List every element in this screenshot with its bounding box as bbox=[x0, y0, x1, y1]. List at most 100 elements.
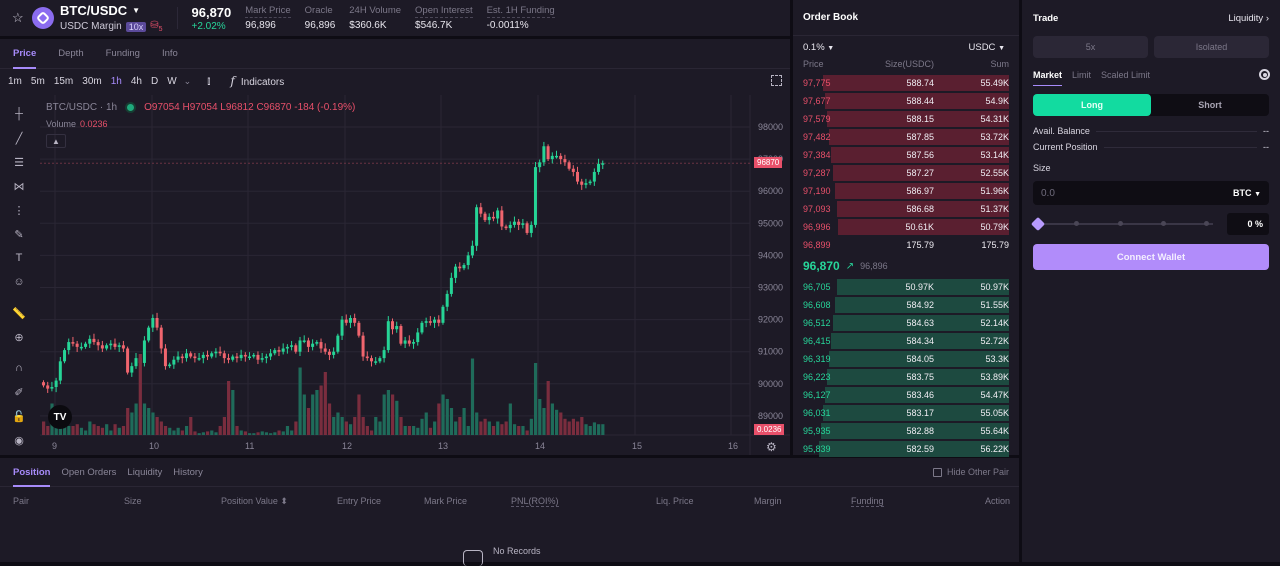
fullscreen-icon[interactable] bbox=[771, 75, 782, 86]
prediction-icon[interactable]: ⋮ bbox=[13, 204, 25, 217]
size-input[interactable] bbox=[1041, 187, 1161, 199]
ask-row[interactable]: 96,996 50.61K 50.79K bbox=[793, 218, 1019, 236]
bid-row[interactable]: 96,127 583.46 54.47K bbox=[793, 386, 1019, 404]
bid-row[interactable]: 96,223 583.75 53.89K bbox=[793, 368, 1019, 386]
slider-thumb[interactable] bbox=[1030, 216, 1046, 232]
bid-row[interactable]: 96,031 583.17 55.05K bbox=[793, 404, 1019, 422]
lock-icon[interactable]: 🔓 bbox=[12, 410, 26, 423]
bid-row[interactable]: 96,512 584.63 52.14K bbox=[793, 314, 1019, 332]
leverage-button[interactable]: 5x bbox=[1033, 36, 1148, 58]
timeframe-15m[interactable]: 15m bbox=[53, 75, 74, 87]
chart-tabs: Price Depth Funding Info bbox=[0, 39, 790, 69]
tab-depth[interactable]: Depth bbox=[58, 48, 84, 59]
empty-state: No Records bbox=[463, 546, 541, 566]
column-action: Action bbox=[985, 496, 1011, 506]
pair-selector[interactable]: BTC/USDC ▼ USDC Margin 10x ⛁5 bbox=[60, 3, 163, 33]
size-slider[interactable] bbox=[1030, 216, 1217, 232]
tradingview-logo[interactable]: TV bbox=[48, 405, 72, 429]
star-icon[interactable]: ☆ bbox=[12, 10, 24, 25]
bid-row[interactable]: 96,705 50.97K 50.97K bbox=[793, 278, 1019, 296]
column-pnl-roi-[interactable]: PNL(ROI%) bbox=[511, 496, 559, 507]
connect-wallet-button[interactable]: Connect Wallet bbox=[1033, 244, 1269, 270]
unit-select[interactable]: USDC ▼ bbox=[968, 42, 1006, 53]
precision-select[interactable]: 0.1% ▼ bbox=[803, 42, 835, 53]
ask-row[interactable]: 97,384 587.56 53.14K bbox=[793, 146, 1019, 164]
collapse-legend-button[interactable]: ▲ bbox=[46, 134, 66, 148]
indicators-button[interactable]: f Indicators bbox=[230, 74, 285, 88]
ask-row[interactable]: 96,899 175.79 175.79 bbox=[803, 240, 1009, 250]
bid-row[interactable]: 96,415 584.34 52.72K bbox=[793, 332, 1019, 350]
tab-info[interactable]: Info bbox=[161, 48, 178, 59]
order-type-market[interactable]: Market bbox=[1033, 60, 1063, 90]
bid-row[interactable]: 96,608 584.92 51.55K bbox=[793, 296, 1019, 314]
zoom-in-icon[interactable]: ⊕ bbox=[14, 331, 24, 344]
bid-row[interactable]: 95,839 582.59 56.22K bbox=[793, 440, 1019, 458]
trendline-icon[interactable]: ╱ bbox=[15, 132, 23, 145]
timeframe-30m[interactable]: 30m bbox=[82, 75, 102, 87]
timeframe-D[interactable]: D bbox=[150, 75, 159, 87]
pattern-icon[interactable]: ⋈ bbox=[13, 180, 25, 193]
ask-row[interactable]: 97,093 586.68 51.37K bbox=[793, 200, 1019, 218]
order-type-limit[interactable]: Limit bbox=[1072, 70, 1092, 80]
ask-row[interactable]: 97,579 588.15 54.31K bbox=[793, 110, 1019, 128]
text-icon[interactable]: T bbox=[15, 252, 23, 264]
long-button[interactable]: Long bbox=[1033, 94, 1151, 116]
ask-row[interactable]: 97,775 588.74 55.49K bbox=[793, 74, 1019, 92]
settings-icon[interactable] bbox=[1259, 69, 1270, 80]
depth-bar bbox=[824, 93, 1009, 109]
bid-row[interactable]: 95,935 582.88 55.64K bbox=[793, 422, 1019, 440]
candle-type-icon[interactable]: ⫾ bbox=[207, 75, 211, 87]
ask-row[interactable]: 97,190 586.97 51.96K bbox=[793, 182, 1019, 200]
lock-drawing-icon[interactable]: ✐ bbox=[14, 386, 24, 399]
column-pair: Pair bbox=[13, 496, 30, 506]
percent-input[interactable]: 0 % bbox=[1227, 213, 1269, 235]
timeframe-1m[interactable]: 1m bbox=[8, 75, 22, 87]
ask-row[interactable]: 97,677 588.44 54.9K bbox=[793, 92, 1019, 110]
depth-bar bbox=[836, 279, 1009, 295]
tab-open-orders[interactable]: Open Orders bbox=[61, 466, 117, 478]
trade-title: Trade bbox=[1033, 12, 1059, 24]
column-mark-price: Mark Price bbox=[424, 496, 468, 506]
order-type-scaled-limit[interactable]: Scaled Limit bbox=[1101, 70, 1151, 80]
tab-liquidity[interactable]: Liquidity bbox=[127, 466, 163, 478]
legend-ohlc: O97054 H97054 L96812 C96870 -184 (-0.19%… bbox=[144, 102, 356, 113]
hide-other-pair-toggle[interactable]: Hide Other Pair bbox=[932, 467, 1009, 477]
liquidity-link[interactable]: Liquidity › bbox=[1228, 12, 1269, 24]
positions-table-header: Pair Size Position Value ⬍ Entry Price Mark … bbox=[0, 487, 1019, 513]
last-price-tag: 96870 bbox=[754, 157, 783, 168]
magnet-icon[interactable]: ∩ bbox=[15, 362, 23, 374]
timeframe-4h[interactable]: 4h bbox=[130, 75, 142, 87]
checkbox[interactable] bbox=[932, 467, 942, 477]
leverage-badge: 10x bbox=[125, 21, 147, 32]
brush-icon[interactable]: ✎ bbox=[14, 228, 24, 241]
order-book-title: Order Book bbox=[793, 0, 1019, 36]
ask-row[interactable]: 97,482 587.85 53.72K bbox=[793, 128, 1019, 146]
crosshair-icon[interactable]: ┼ bbox=[15, 108, 23, 120]
tab-position[interactable]: Position bbox=[13, 458, 51, 487]
ruler-icon[interactable]: 📏 bbox=[12, 307, 26, 320]
ask-row[interactable]: 97,287 587.27 52.55K bbox=[793, 164, 1019, 182]
tab-price[interactable]: Price bbox=[13, 39, 37, 69]
timeframe-5m[interactable]: 5m bbox=[30, 75, 45, 87]
fib-icon[interactable]: ☰ bbox=[14, 156, 24, 169]
margin-mode-button[interactable]: Isolated bbox=[1154, 36, 1269, 58]
bid-row[interactable]: 96,319 584.05 53.3K bbox=[793, 350, 1019, 368]
caret-down-icon: ▼ bbox=[132, 6, 141, 15]
timeframe-W[interactable]: W bbox=[167, 75, 177, 87]
column-liq-price: Liq. Price bbox=[656, 496, 694, 506]
tab-funding[interactable]: Funding bbox=[105, 48, 140, 59]
emoji-icon[interactable]: ☺ bbox=[13, 276, 25, 288]
chart-settings-icon[interactable]: ⚙ bbox=[766, 440, 777, 454]
eye-icon[interactable]: ◉ bbox=[14, 434, 24, 447]
size-unit-select[interactable]: BTC ▼ bbox=[1233, 188, 1261, 198]
column-funding[interactable]: Funding bbox=[851, 496, 884, 507]
svg-text:13: 13 bbox=[438, 441, 448, 451]
short-button[interactable]: Short bbox=[1198, 100, 1222, 110]
current-position-row: Current Position -- bbox=[1033, 142, 1269, 152]
stat-oracle: Oracle 96,896 bbox=[304, 5, 336, 31]
tab-history[interactable]: History bbox=[173, 466, 203, 478]
status-dot-icon bbox=[127, 104, 135, 111]
timeframe-1h[interactable]: 1h bbox=[110, 75, 122, 87]
price-change: +2.02% bbox=[191, 20, 226, 32]
chevron-down-icon[interactable]: ⌄ bbox=[183, 75, 192, 86]
